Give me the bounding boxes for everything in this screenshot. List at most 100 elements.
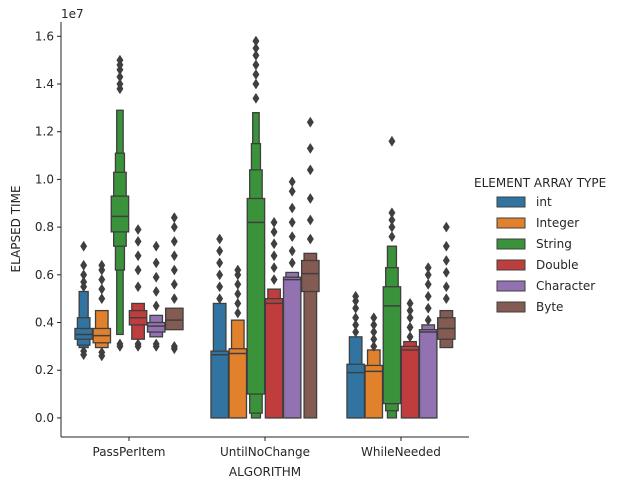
outlier-point [152, 300, 160, 312]
outlier-point [234, 278, 242, 290]
outlier-point [442, 293, 450, 305]
outlier-point [370, 319, 378, 331]
legend-swatch [496, 196, 526, 208]
outlier-point [388, 214, 396, 226]
boxen-character-untilnochange [282, 176, 302, 419]
boxen-level [418, 329, 438, 419]
boxen-double-untilnochange [264, 216, 284, 419]
outlier-point [424, 269, 432, 281]
outlier-point [152, 338, 160, 350]
outlier-point [424, 262, 432, 274]
outlier-point [370, 333, 378, 345]
boxen-double-whileneeded [400, 297, 420, 419]
outlier-point [306, 164, 314, 176]
outlier-point [270, 262, 278, 274]
outlier-point [170, 221, 178, 233]
outlier-point [252, 35, 260, 47]
outlier-point [306, 214, 314, 226]
outlier-point [170, 235, 178, 247]
y-tick-label: 1.0 [35, 172, 54, 186]
x-axis-title: ALGORITHM [229, 465, 301, 479]
boxen-level [282, 276, 302, 419]
outlier-point [80, 345, 88, 357]
outlier-point [170, 250, 178, 262]
boxen-int-whileneeded [346, 290, 366, 419]
outlier-point [252, 49, 260, 61]
outlier-point [306, 233, 314, 245]
boxen-level [382, 286, 402, 405]
y-tick-label: 1.2 [35, 125, 54, 139]
outlier-point [288, 257, 296, 269]
x-axis-ticks: PassPerItem UntilNoChange WhileNeeded [93, 437, 441, 459]
boxen-int-passperitem [74, 240, 94, 361]
outlier-point [424, 290, 432, 302]
outlier-point [80, 240, 88, 252]
y-tick-label: 1.6 [35, 29, 54, 43]
outlier-point [442, 240, 450, 252]
outlier-point [370, 340, 378, 352]
outlier-point [216, 233, 224, 245]
outlier-point [216, 245, 224, 257]
plot-area: 0.0 0.2 0.4 0.6 0.8 1.0 1.2 1.4 1.6 PassPerItem U… [35, 22, 469, 459]
legend-swatch [496, 238, 526, 250]
outlier-point [424, 278, 432, 290]
x-tick-label: WhileNeeded [361, 445, 441, 459]
outlier-point [152, 286, 160, 297]
outlier-point [80, 259, 88, 271]
outlier-point [252, 92, 260, 104]
y-tick-label: 0.8 [35, 220, 54, 234]
boxen-level [364, 364, 384, 419]
outlier-point [270, 226, 278, 238]
legend: ELEMENT ARRAY TYPE int Integer String Doubl… [474, 176, 606, 314]
outlier-point [352, 319, 360, 331]
outlier-point [306, 116, 314, 128]
y-tick-label: 0.0 [35, 411, 54, 425]
legend-swatch [496, 301, 526, 313]
outlier-point [134, 235, 142, 247]
outlier-point [370, 326, 378, 338]
boxen-byte-passperitem [164, 212, 184, 355]
boxen-level [303, 252, 318, 419]
outlier-point [442, 281, 450, 293]
legend-label: int [536, 195, 552, 209]
boxen-double-passperitem [128, 224, 148, 352]
outlier-point [388, 207, 396, 219]
boxen-int-untilnochange [210, 233, 230, 419]
outlier-point [270, 250, 278, 262]
boxen-byte-whileneeded [436, 221, 456, 349]
outlier-point [216, 269, 224, 281]
boxen-integer-untilnochange [228, 264, 248, 419]
legend-swatch [496, 259, 526, 271]
outlier-point [170, 340, 178, 352]
outlier-point [134, 281, 142, 293]
legend-label: Byte [536, 300, 563, 314]
outlier-point [388, 231, 396, 243]
outlier-point [234, 288, 242, 300]
outlier-point [288, 185, 296, 197]
boxen-level [146, 321, 166, 333]
outlier-point [424, 302, 432, 314]
outlier-point [98, 346, 106, 358]
chart-marks [74, 35, 456, 419]
outlier-point [288, 202, 296, 214]
outlier-point [80, 269, 88, 281]
boxen-string-whileneeded [382, 135, 402, 419]
y-tick-label: 0.2 [35, 363, 54, 377]
y-tick-label: 0.4 [35, 316, 54, 330]
boxen-string-passperitem [110, 54, 130, 352]
legend-title: ELEMENT ARRAY TYPE [474, 176, 606, 190]
outlier-point [170, 212, 178, 224]
outlier-point [134, 264, 142, 276]
outlier-point [442, 255, 450, 266]
boxen-level [110, 195, 130, 233]
y-axis-title: ELAPSED TIME [9, 185, 23, 272]
boxen-level [400, 345, 420, 419]
outlier-point [216, 293, 224, 305]
outlier-point [98, 293, 106, 305]
outlier-point [288, 216, 296, 228]
boxen-integer-whileneeded [364, 312, 384, 419]
legend-label: Character [536, 279, 595, 293]
boxen-level [228, 348, 248, 419]
outlier-point [406, 331, 414, 343]
boxen-integer-passperitem [92, 259, 112, 362]
